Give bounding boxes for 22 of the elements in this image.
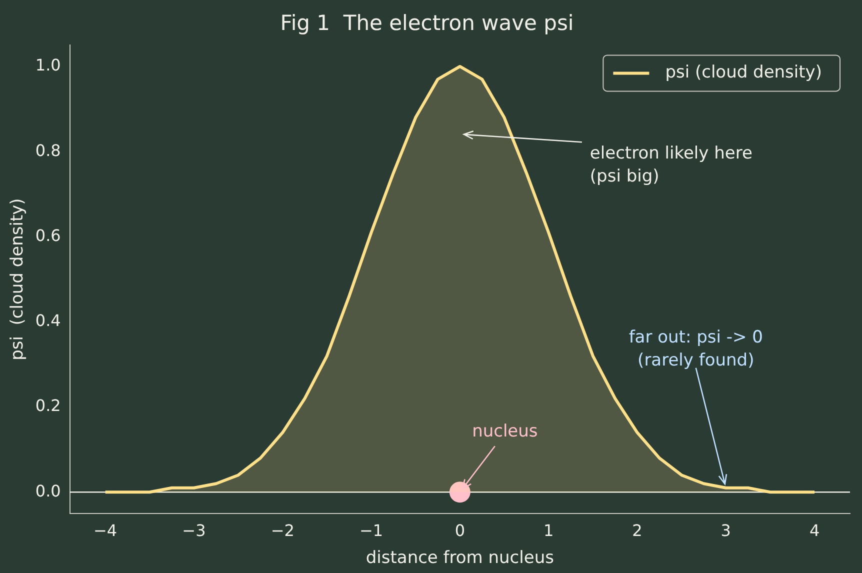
y-tick-label: 0.4 xyxy=(35,311,61,330)
y-tick-label: 1.0 xyxy=(35,56,61,75)
annotation: electron likely here (psi big) xyxy=(590,144,752,187)
chart-title: Fig 1 The electron wave psi xyxy=(280,11,574,36)
x-tick-label: −1 xyxy=(359,521,384,540)
x-tick-label: −4 xyxy=(94,521,118,540)
y-tick-label: 0.6 xyxy=(35,226,61,245)
x-tick-label: 0 xyxy=(454,521,466,540)
x-tick-label: 4 xyxy=(809,521,820,540)
y-tick-label: 0.8 xyxy=(35,140,61,160)
annotation: nucleus xyxy=(472,422,538,442)
x-tick-label: 1 xyxy=(543,521,554,540)
x-tick-label: 2 xyxy=(632,521,642,540)
x-tick-label: −2 xyxy=(270,521,294,540)
y-tick-label: 0.2 xyxy=(35,396,61,416)
y-tick-label: 0.0 xyxy=(35,481,61,500)
x-tick-label: 3 xyxy=(720,521,731,540)
x-tick-label: −3 xyxy=(182,521,206,540)
legend-label: psi (cloud density) xyxy=(665,62,822,83)
y-axis-title: psi (cloud density) xyxy=(8,198,28,360)
x-axis-title: distance from nucleus xyxy=(366,548,554,568)
annotation: far out: psi -> 0 (rarely found) xyxy=(628,327,763,370)
